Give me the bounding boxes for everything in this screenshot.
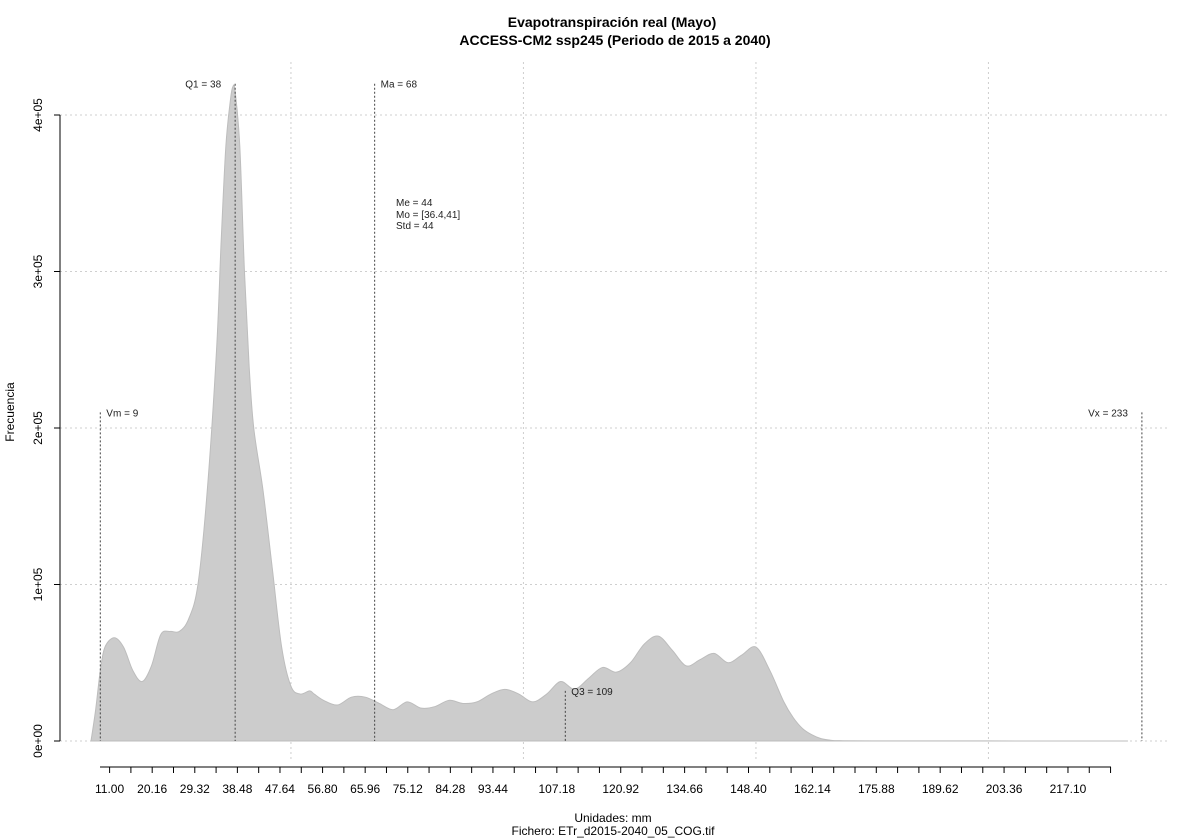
x-tick-label: 189.62 <box>922 782 959 796</box>
y-tick-label: 2e+05 <box>31 411 45 445</box>
y-tick-label: 4e+05 <box>31 98 45 132</box>
x-tick-label: 11.00 <box>95 782 124 796</box>
marker-label: Q1 = 38 <box>185 80 221 91</box>
x-tick-label: 29.32 <box>180 782 210 796</box>
x-tick-label: 65.96 <box>350 782 380 796</box>
stat-std: Std = 44 <box>396 221 434 232</box>
y-axis-label: Frecuencia <box>3 382 17 442</box>
marker-label: Q3 = 109 <box>571 687 613 698</box>
stat-mode: Mo = [36.4,41] <box>396 210 460 221</box>
x-tick-label: 217.10 <box>1050 782 1087 796</box>
density-area <box>90 84 1128 742</box>
marker-label: Ma = 68 <box>381 80 418 91</box>
chart-subtitle: ACCESS-CM2 ssp245 (Periodo de 2015 a 204… <box>459 32 770 48</box>
footer-filename: Fichero: ETr_d2015-2040_05_COG.tif <box>512 824 716 838</box>
ticks: 0e+00 1e+05 2e+05 3e+05 4e+05 11.00 20.16 29.32… <box>31 98 1112 796</box>
x-tick-label: 162.14 <box>794 782 831 796</box>
y-tick-label: 0e+00 <box>31 724 45 758</box>
stat-median: Me = 44 <box>396 198 433 209</box>
x-axis-label: Unidades: mm <box>574 811 651 825</box>
x-tick-label: 20.16 <box>137 782 167 796</box>
x-tick-label: 56.80 <box>308 782 338 796</box>
x-tick-label: 203.36 <box>986 782 1023 796</box>
marker-label: Vm = 9 <box>106 408 138 419</box>
y-tick-label: 1e+05 <box>31 567 45 601</box>
markers: Vm = 9 Q1 = 38 Ma = 68 Q3 = 109 Vx = 233 <box>99 80 1143 741</box>
x-tick-label: 107.18 <box>538 782 575 796</box>
chart-title: Evapotranspiración real (Mayo) <box>508 14 717 30</box>
x-tick-label: 93.44 <box>478 782 508 796</box>
x-tick-label: 84.28 <box>435 782 465 796</box>
marker-label: Vx = 233 <box>1088 408 1128 419</box>
x-tick-label: 38.48 <box>222 782 252 796</box>
y-tick-label: 3e+05 <box>31 254 45 288</box>
x-tick-label: 75.12 <box>393 782 423 796</box>
x-tick-label: 175.88 <box>858 782 895 796</box>
x-tick-label: 134.66 <box>666 782 703 796</box>
x-tick-label: 47.64 <box>265 782 295 796</box>
x-tick-label: 148.40 <box>730 782 767 796</box>
x-tick-label: 120.92 <box>602 782 639 796</box>
